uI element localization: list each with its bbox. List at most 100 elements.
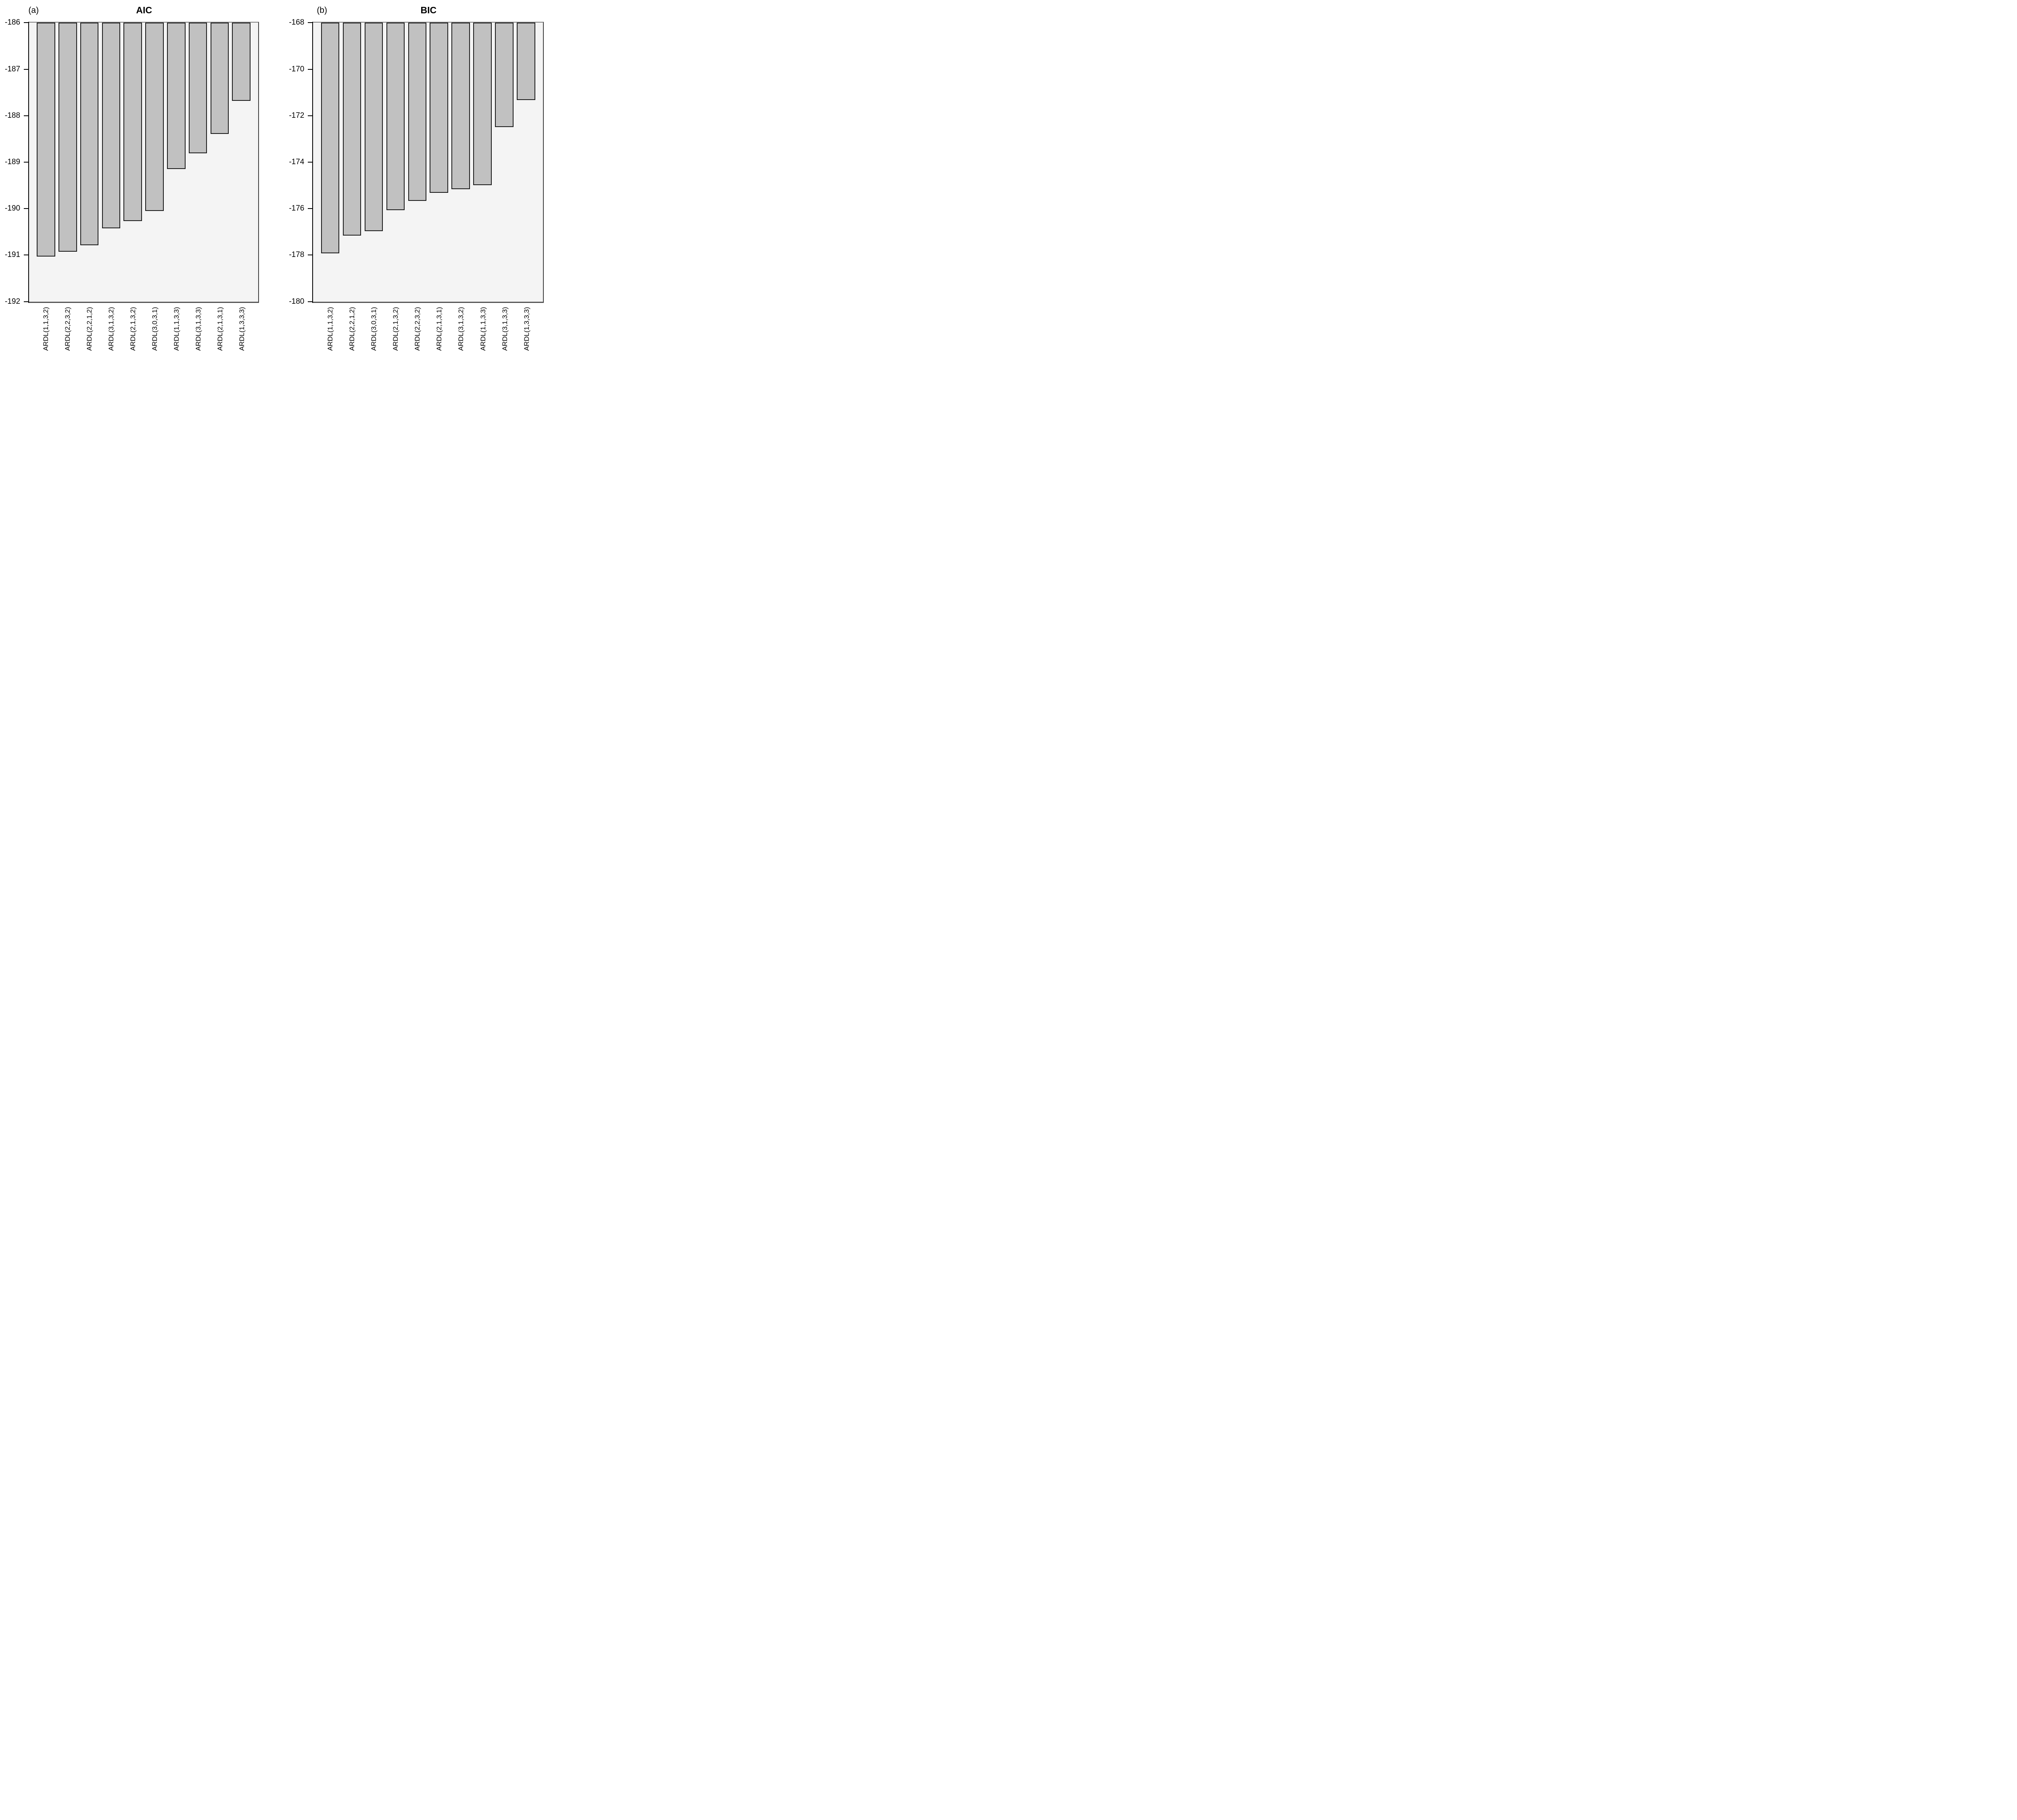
- y-tick-label: -174: [289, 158, 305, 167]
- y-tick: [24, 162, 29, 163]
- x-label-cell: ARDL(2,2,1,2): [80, 307, 99, 364]
- x-label-cell: ARDL(2,1,3,2): [124, 307, 142, 364]
- y-tick-label: -189: [5, 158, 21, 167]
- bar-bic-ARDL(3,1,3,3): [495, 23, 514, 127]
- x-tick-label: ARDL(1,3,3,3): [238, 307, 246, 351]
- x-label-cell: ARDL(2,2,3,2): [408, 307, 427, 364]
- x-tick-label: ARDL(1,1,3,2): [42, 307, 50, 351]
- x-tick-label: ARDL(2,1,3,2): [129, 307, 137, 351]
- x-tick-label: ARDL(3,1,3,2): [457, 307, 465, 351]
- bar-aic-ARDL(3,1,3,2): [102, 23, 121, 228]
- y-tick: [308, 22, 313, 23]
- x-label-cell: ARDL(2,2,3,2): [58, 307, 77, 364]
- x-label-cell: ARDL(1,1,3,3): [167, 307, 186, 364]
- bars-aic: [29, 23, 258, 301]
- bar-bic-ARDL(3,0,3,1): [364, 23, 383, 231]
- x-tick-label: ARDL(3,0,3,1): [151, 307, 159, 351]
- y-axis-line: [312, 22, 313, 303]
- bar-bic-ARDL(1,1,3,2): [321, 23, 340, 253]
- y-tick: [24, 115, 29, 116]
- y-tick: [24, 22, 29, 23]
- y-tick: [308, 115, 313, 116]
- x-tick-label: ARDL(3,0,3,1): [370, 307, 378, 351]
- bar-aic-ARDL(2,2,1,2): [80, 23, 99, 246]
- y-tick-label: -168: [289, 18, 305, 27]
- bar-bic-ARDL(3,1,3,2): [451, 23, 470, 189]
- x-tick-label: ARDL(1,3,3,3): [522, 307, 530, 351]
- y-tick: [24, 208, 29, 209]
- panel-b-tag: (b): [317, 6, 327, 15]
- y-tick-label: -172: [289, 111, 305, 120]
- y-tick-label: -192: [5, 297, 21, 306]
- bar-aic-ARDL(3,1,3,3): [188, 23, 207, 154]
- x-tick-label: ARDL(3,1,3,3): [194, 307, 203, 351]
- bar-bic-ARDL(2,2,3,2): [408, 23, 427, 201]
- x-label-cell: ARDL(3,0,3,1): [146, 307, 164, 364]
- bar-aic-ARDL(1,1,3,3): [167, 23, 186, 169]
- chart-a-title: AIC: [136, 5, 152, 15]
- y-tick-label: -178: [289, 250, 305, 259]
- x-tick-label: ARDL(3,1,3,3): [501, 307, 509, 351]
- x-label-cell: ARDL(3,0,3,1): [365, 307, 383, 364]
- x-label-cell: ARDL(1,1,3,2): [37, 307, 55, 364]
- x-tick-label: ARDL(2,1,3,1): [435, 307, 443, 351]
- y-tick: [308, 208, 313, 209]
- x-tick-label: ARDL(3,1,3,2): [107, 307, 115, 351]
- x-tick-label: ARDL(1,1,3,3): [479, 307, 487, 351]
- plot-area-bic: -168 -170 -172 -174 -176 -178 -180: [289, 18, 544, 306]
- x-label-cell: ARDL(1,3,3,3): [233, 307, 251, 364]
- x-label-cell: ARDL(2,1,3,1): [430, 307, 449, 364]
- y-tick-label: -188: [5, 111, 21, 120]
- x-tick-label: ARDL(1,1,3,3): [173, 307, 181, 351]
- x-label-cell: ARDL(1,1,3,2): [321, 307, 340, 364]
- y-tick-label: -180: [289, 297, 305, 306]
- bar-aic-ARDL(2,1,3,1): [210, 23, 229, 134]
- x-label-cell: ARDL(3,1,3,3): [496, 307, 514, 364]
- y-axis-line: [28, 22, 29, 303]
- plot-area-aic: -186 -187 -188 -189 -190 -191 -192: [5, 18, 259, 306]
- x-label-cell: ARDL(2,1,3,2): [386, 307, 405, 364]
- x-tick-label: ARDL(2,1,3,2): [392, 307, 400, 351]
- y-tick: [308, 301, 313, 302]
- bar-bic-ARDL(1,3,3,3): [517, 23, 535, 100]
- x-tick-label: ARDL(2,2,3,2): [413, 307, 422, 351]
- figure: (a) AIC (b) BIC -186 -187 -188 -189 -190 -191…: [0, 0, 546, 364]
- x-tick-label: ARDL(2,2,1,2): [86, 307, 94, 351]
- y-tick: [24, 69, 29, 70]
- x-tick-label: ARDL(2,2,1,2): [348, 307, 356, 351]
- x-label-cell: ARDL(3,1,3,2): [452, 307, 471, 364]
- x-label-cell: ARDL(2,1,3,1): [211, 307, 230, 364]
- bar-aic-ARDL(3,0,3,1): [145, 23, 164, 211]
- y-tick-label: -187: [5, 65, 21, 73]
- x-tick-label: ARDL(2,2,3,2): [64, 307, 72, 351]
- y-tick: [308, 69, 313, 70]
- x-tick-label: ARDL(1,1,3,2): [326, 307, 334, 351]
- y-tick-label: -191: [5, 250, 21, 259]
- y-tick-label: -190: [5, 204, 21, 213]
- bars-bic: [313, 23, 543, 301]
- panel-aic: -186 -187 -188 -189 -190 -191 -192 ARDL(1,1,3,…: [5, 18, 259, 351]
- panel-a-tag: (a): [28, 6, 39, 15]
- panel-bic: -168 -170 -172 -174 -176 -178 -180 ARDL(1,1,3,…: [289, 18, 544, 351]
- bar-bic-ARDL(2,1,3,1): [430, 23, 449, 193]
- x-label-cell: ARDL(1,1,3,3): [474, 307, 493, 364]
- x-label-cell: ARDL(1,3,3,3): [518, 307, 536, 364]
- bar-bic-ARDL(2,1,3,2): [386, 23, 405, 211]
- chart-b-title: BIC: [420, 5, 437, 15]
- bar-aic-ARDL(2,2,3,2): [58, 23, 77, 252]
- y-tick-label: -170: [289, 65, 305, 73]
- y-tick-label: -176: [289, 204, 305, 213]
- bar-bic-ARDL(2,2,1,2): [342, 23, 361, 236]
- x-label-cell: ARDL(3,1,3,3): [189, 307, 208, 364]
- y-tick-label: -186: [5, 18, 21, 27]
- x-labels-aic: ARDL(1,1,3,2) ARDL(2,2,3,2) ARDL(2,2,1,2) A…: [29, 307, 259, 364]
- x-labels-bic: ARDL(1,1,3,2) ARDL(2,2,1,2) ARDL(3,0,3,1) A…: [313, 307, 544, 364]
- bar-aic-ARDL(1,1,3,2): [37, 23, 55, 257]
- x-tick-label: ARDL(2,1,3,1): [216, 307, 224, 351]
- x-label-cell: ARDL(3,1,3,2): [102, 307, 121, 364]
- y-tick: [308, 162, 313, 163]
- x-label-cell: ARDL(2,2,1,2): [343, 307, 361, 364]
- bar-bic-ARDL(1,1,3,3): [473, 23, 492, 185]
- bar-aic-ARDL(1,3,3,3): [232, 23, 251, 101]
- bar-aic-ARDL(2,1,3,2): [123, 23, 142, 221]
